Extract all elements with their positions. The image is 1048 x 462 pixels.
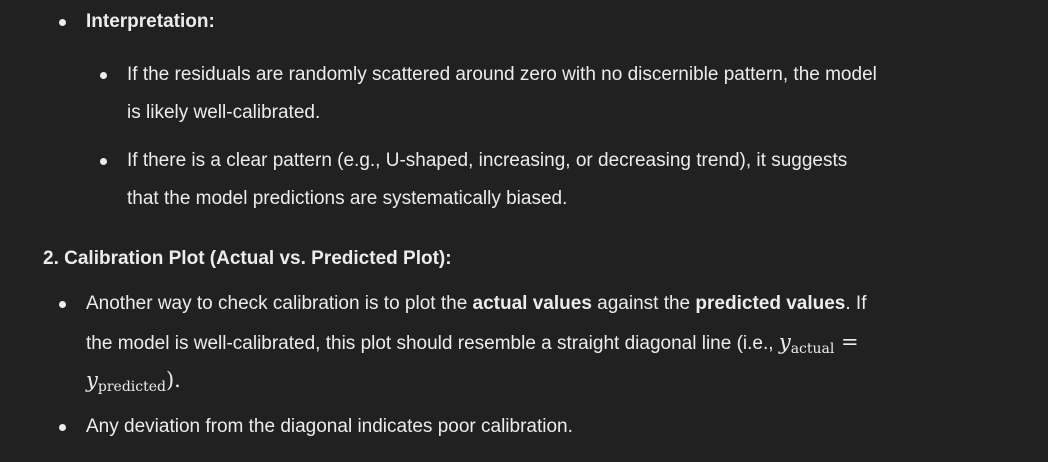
section-2-bullet-2: Any deviation from the diagonal indicate… xyxy=(86,416,573,437)
interpretation-heading: Interpretation: xyxy=(86,11,215,32)
interpretation-item-1-line-1: If the residuals are randomly scattered … xyxy=(127,64,877,85)
bold-actual-values: actual values xyxy=(472,293,592,314)
bullet-icon xyxy=(59,424,66,431)
section-2-bullet-1-line-1: Another way to check calibration is to p… xyxy=(86,292,867,316)
section-2-bullet-1-line-3: ypredicted). xyxy=(86,368,181,399)
math-var: y xyxy=(778,330,791,354)
math-paren: ) xyxy=(165,368,175,392)
math-equals: = xyxy=(841,330,859,354)
bold-predicted-values: predicted values xyxy=(695,293,846,314)
text-span: the model is well-calibrated, this plot … xyxy=(86,333,779,354)
math-y-actual: yactual = xyxy=(778,330,859,357)
bullet-icon xyxy=(59,19,66,26)
text-span: . If xyxy=(845,293,867,314)
math-subscript: predicted xyxy=(97,379,166,395)
text-span: Another way to check calibration is to p… xyxy=(86,293,473,314)
math-subscript: actual xyxy=(790,341,835,357)
math-var: y xyxy=(86,368,98,392)
math-period: . xyxy=(174,368,181,392)
bullet-icon xyxy=(100,72,107,79)
section-2-heading: 2. Calibration Plot (Actual vs. Predicte… xyxy=(43,248,452,269)
interpretation-item-2-line-2: that the model predictions are systemati… xyxy=(127,188,568,209)
math-y-predicted: ypredicted). xyxy=(86,368,181,395)
text-span: against the xyxy=(591,293,696,314)
section-2-bullet-1-line-2: the model is well-calibrated, this plot … xyxy=(86,330,859,361)
interpretation-item-1-line-2: is likely well-calibrated. xyxy=(127,102,321,123)
bullet-icon xyxy=(100,158,107,165)
interpretation-item-2-line-1: If there is a clear pattern (e.g., U-sha… xyxy=(127,150,848,171)
bullet-icon xyxy=(59,301,66,308)
